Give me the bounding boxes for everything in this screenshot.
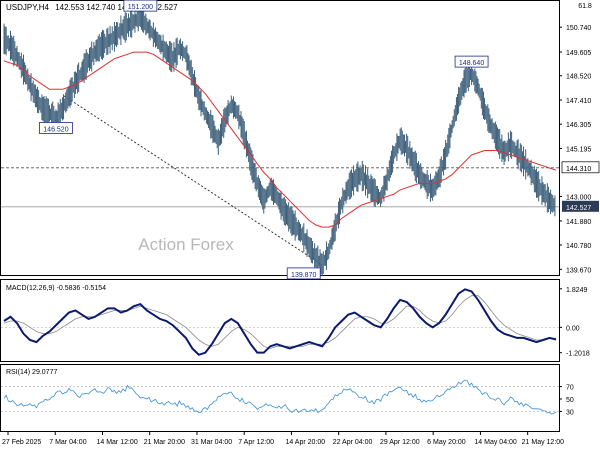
macd-tick-label: 0.00 [566,325,580,332]
macd-pane: 1.8249 0.00 -1.2018 [1,287,590,358]
rsi-tick-label: 30 [566,409,574,416]
price-tick-label: 147.410 [566,98,591,105]
price-tick-label: 145.195 [566,146,591,153]
price-tick-label: 141.880 [566,219,591,226]
price-tick-box [562,200,599,212]
macd-title: MACD(12,26,9) -0.5836 -0.5154 [6,285,106,292]
price-tick-label: 146.305 [566,122,591,129]
price-tick-label: 150.740 [566,25,591,32]
price-tick-label: 148.520 [566,74,591,81]
price-extreme-box [123,0,158,12]
rsi-tick-label: 70 [566,385,574,392]
x-tick-label: 14 Apr 20:00 [285,439,325,446]
price-extreme-label: 148.640 [459,60,484,67]
x-tick-label: 7 Apr 12:00 [238,439,274,446]
price-extreme-box [454,55,489,68]
price-tick-label: 139.670 [566,267,591,274]
macd-pane-frame [0,279,560,362]
price-extreme-label: 139.870 [291,272,316,279]
trend-line [63,95,323,266]
rsi-title: RSI(14) 29.0777 [6,369,57,376]
watermark: Action Forex [138,235,234,254]
price-extreme-label: 146.520 [43,126,68,133]
price-tick-label: 142.527 [566,205,591,212]
x-tick-label: 21 May 12:00 [522,439,565,446]
price-extreme-box [286,267,321,280]
x-tick-label: 31 Mar 04:00 [191,439,232,446]
x-tick-label: 22 Apr 04:00 [333,439,373,446]
x-tick-label: 29 Apr 12:00 [380,439,420,446]
x-tick-label: 21 Mar 20:00 [144,439,185,446]
rsi-pane-frame [0,364,560,432]
x-axis: 27 Feb 2025 7 Mar 04:00 14 Mar 12:00 21 Mar… [2,431,564,446]
macd-tick-label: -1.2018 [566,351,590,358]
price-tick-label: 140.780 [566,243,591,250]
moving-average-line [3,51,557,228]
x-tick-label: 14 Mar 12:00 [96,439,137,446]
rsi-line [3,379,557,415]
x-tick-label: 14 May 04:00 [474,439,517,446]
macd-main-line [3,288,557,356]
price-extreme-box [39,122,73,134]
price-extreme-label: 151.200 [128,4,153,11]
symbol-label: USDJPY,H4 142.553 142.740 142.510 142.52… [6,3,178,12]
x-tick-label: 27 Feb 2025 [2,439,41,446]
macd-signal-line [3,295,557,349]
x-tick-label: 7 Mar 04:00 [49,439,86,446]
x-tick-label: 6 May 20:00 [427,439,466,446]
price-tick-label: 144.310 [566,166,591,173]
rsi-tick-label: 50 [566,397,574,404]
corner-label: 61.8 [578,3,592,10]
price-pane: 150.740 149.605 148.520 147.410 146.305 145.1… [1,0,600,280]
price-tick-box [561,161,600,174]
price-pane-frame [0,0,560,276]
price-tick-label: 149.605 [566,50,591,57]
price-tick-label: 143.000 [566,194,591,201]
macd-tick-label: 1.8249 [566,287,588,294]
rsi-pane: 70 50 30 [1,379,574,416]
